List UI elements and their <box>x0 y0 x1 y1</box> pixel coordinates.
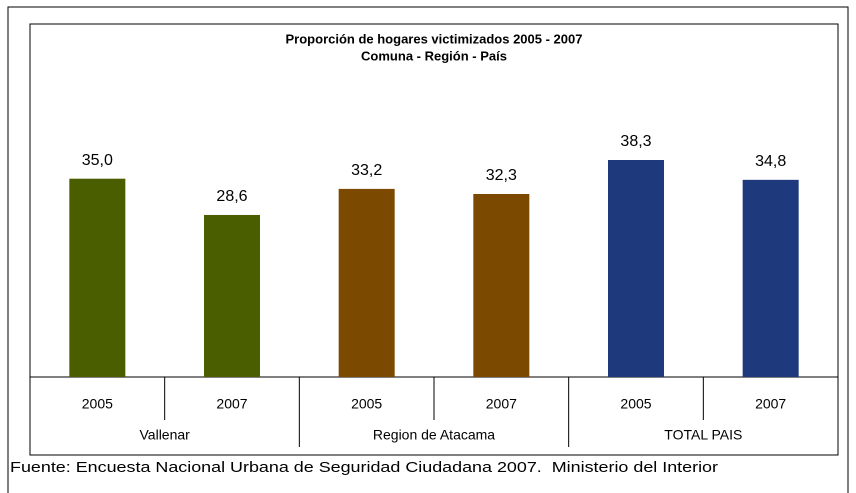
group-label: Vallenar <box>140 427 191 443</box>
source-note: Fuente: Encuesta Nacional Urbana de Segu… <box>10 459 718 476</box>
outer-frame <box>7 6 849 493</box>
x-tick-label: 2007 <box>486 396 517 412</box>
value-label: 28,6 <box>216 188 247 205</box>
chart-subtitle: Comuna - Región - País <box>361 48 507 63</box>
bar <box>338 188 395 377</box>
bar <box>204 214 260 377</box>
group-label: TOTAL PAIS <box>664 427 742 443</box>
bar <box>69 178 126 377</box>
bar <box>742 179 799 377</box>
chart-frame <box>29 23 839 456</box>
value-label: 32,3 <box>486 167 517 184</box>
x-tick-label: 2005 <box>351 396 382 412</box>
x-tick-label: 2007 <box>755 396 786 412</box>
value-label: 33,2 <box>351 162 382 179</box>
x-tick-label: 2007 <box>216 396 247 412</box>
group-label: Region de Atacama <box>373 427 495 443</box>
bar <box>608 160 664 377</box>
x-tick-label: 2005 <box>620 396 651 412</box>
bar <box>473 193 530 377</box>
value-label: 35,0 <box>82 152 113 169</box>
chart-title: Proporción de hogares victimizados 2005 … <box>286 31 583 46</box>
value-label: 38,3 <box>620 133 651 150</box>
x-tick-label: 2005 <box>82 396 113 412</box>
value-label: 34,8 <box>755 153 786 170</box>
